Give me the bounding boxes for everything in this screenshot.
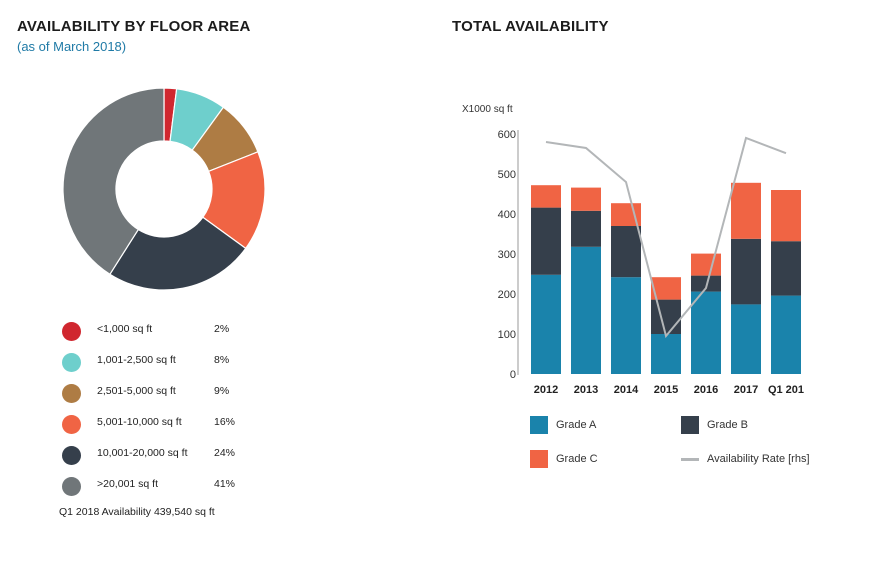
legend-swatch <box>530 450 548 468</box>
bar-segment <box>731 238 761 305</box>
legend-swatch <box>62 415 81 434</box>
legend-value: 2% <box>214 323 230 335</box>
legend-value: 8% <box>214 354 230 366</box>
legend-swatch <box>62 446 81 465</box>
legend-label: Grade B <box>707 419 748 431</box>
legend-value: 16% <box>214 416 236 428</box>
bar-segment <box>691 275 721 292</box>
x-tick-label: 2015 <box>654 384 678 396</box>
y-tick-label: 0 <box>510 369 516 381</box>
right-chart-title: TOTAL AVAILABILITY <box>452 18 609 35</box>
bar-segment <box>771 190 801 242</box>
bar-segment <box>611 277 641 374</box>
y-tick-label: 400 <box>498 209 516 221</box>
legend-swatch <box>62 384 81 403</box>
bar-segment <box>531 274 561 374</box>
x-tick-label: 2014 <box>614 384 639 396</box>
legend-swatch <box>62 477 81 496</box>
donut-slice <box>62 87 165 276</box>
bar-segment <box>531 185 561 208</box>
y-tick-label: 200 <box>498 289 516 301</box>
bar-segment <box>571 246 601 374</box>
total-availability-note: Q1 2018 Availability 439,540 sq ft <box>59 506 215 518</box>
bar-segment <box>691 253 721 276</box>
legend-swatch <box>681 458 699 461</box>
x-tick-label: 2013 <box>574 384 598 396</box>
legend-swatch <box>530 416 548 434</box>
bar-segment <box>771 295 801 374</box>
bar-segment <box>531 207 561 275</box>
availability-rate-line <box>545 136 787 339</box>
legend-swatch <box>62 353 81 372</box>
x-tick-label: 2017 <box>734 384 758 396</box>
left-chart-title: AVAILABILITY BY FLOOR AREA <box>17 18 251 35</box>
donut-chart <box>62 87 266 291</box>
legend-label: Grade C <box>556 453 598 465</box>
legend-swatch <box>681 416 699 434</box>
bar-chart: 0 100 200 300 400 500 600 2012 2013 2014 2015 2016 2… <box>498 129 804 396</box>
bar-segment <box>651 299 681 334</box>
y-tick-label: 100 <box>498 329 516 341</box>
legend-value: 24% <box>214 447 236 459</box>
legend-swatch <box>62 322 81 341</box>
legend-value: 9% <box>214 385 230 397</box>
x-tick-label: Q1 201 <box>768 384 804 396</box>
legend-label: Grade A <box>556 419 597 431</box>
legend-label: >20,001 sq ft <box>97 478 159 490</box>
legend-label: 10,001-20,000 sq ft <box>97 447 188 459</box>
bar-segment <box>731 304 761 374</box>
x-tick-label: 2016 <box>694 384 718 396</box>
left-chart-subtitle: (as of March 2018) <box>17 39 127 54</box>
y-tick-label: 600 <box>498 129 516 141</box>
donut-slice <box>109 216 247 291</box>
bar-segment <box>571 210 601 247</box>
bar-segment <box>691 291 721 374</box>
bar-segment <box>611 226 641 278</box>
bar-segment <box>651 277 681 300</box>
y-axis-unit-label: X1000 sq ft <box>462 104 513 115</box>
bar-segment <box>731 182 761 239</box>
legend-label: <1,000 sq ft <box>97 323 153 335</box>
bar-segment <box>571 187 601 211</box>
legend-label: 2,501-5,000 sq ft <box>97 385 176 397</box>
y-tick-label: 500 <box>498 169 516 181</box>
legend-label: 1,001-2,500 sq ft <box>97 354 176 366</box>
y-tick-label: 300 <box>498 249 516 261</box>
legend-label: 5,001-10,000 sq ft <box>97 416 182 428</box>
legend-label: Availability Rate [rhs] <box>707 453 810 465</box>
x-tick-label: 2012 <box>534 384 558 396</box>
bar-segment <box>651 334 681 374</box>
bar-segment <box>771 241 801 296</box>
legend-value: 41% <box>214 478 236 490</box>
bar-legend: Grade A Grade B Grade C Availability Rate [… <box>530 413 860 473</box>
